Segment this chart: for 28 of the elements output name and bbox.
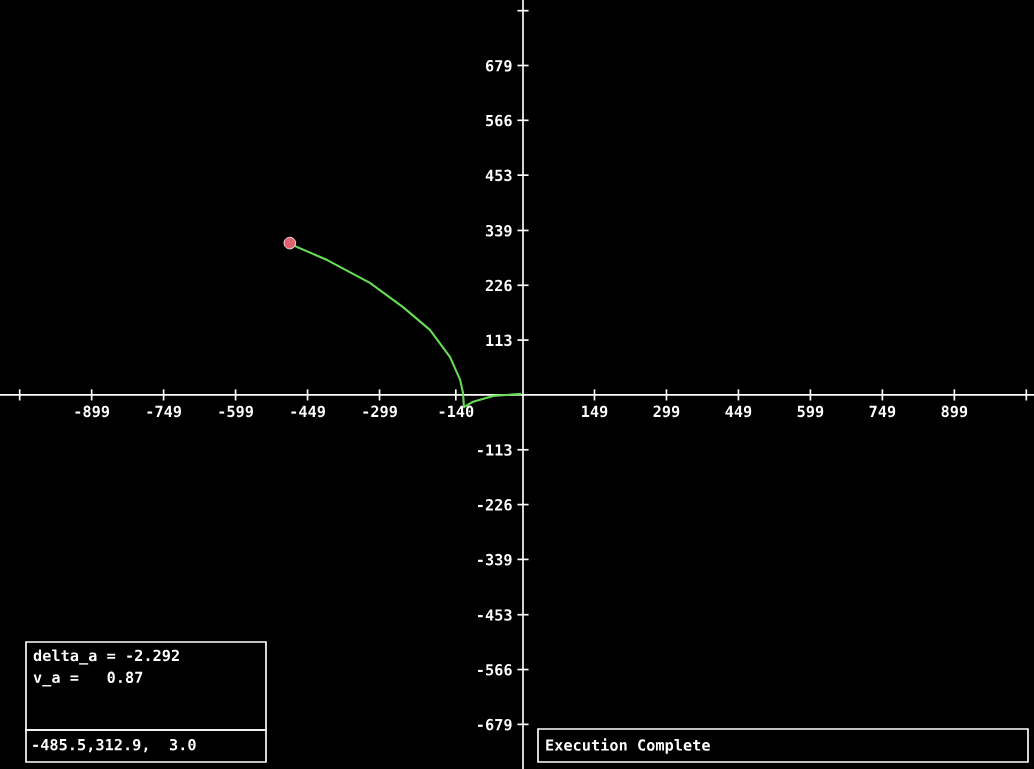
x-tick-label: 449 [725, 405, 752, 418]
y-tick-label: -339 [478, 553, 512, 566]
x-tick-label: 749 [869, 405, 896, 418]
x-tick-label: 899 [941, 405, 968, 418]
annotation: -485.5,312.9, 3.0 [33, 738, 196, 753]
y-tick-label: 226 [485, 279, 512, 292]
y-tick-label: -113 [478, 444, 512, 456]
y-tick-label: 679 [485, 59, 512, 72]
x-tick-label: 149 [582, 405, 608, 418]
x-tick-label: -749 [147, 405, 182, 418]
y-tick-label: 453 [485, 169, 512, 182]
x-tick-label: 599 [797, 405, 824, 418]
y-tick-label: 566 [486, 114, 512, 127]
x-tick-label: -449 [291, 405, 325, 418]
y-tick-label: -226 [478, 499, 512, 511]
y-tick-label: -453 [478, 609, 512, 621]
annotation: Execution Complete [546, 738, 710, 754]
y-tick-label: -566 [478, 664, 512, 676]
x-tick-label: -140 [439, 405, 474, 418]
y-tick-label: -679 [478, 718, 512, 731]
x-tick-label: -599 [219, 405, 254, 418]
y-tick-label: 113 [486, 334, 512, 347]
annotation: delta_a = -2.292 [33, 649, 179, 665]
x-tick-label: -899 [75, 405, 110, 418]
annotation: v_a = 0.87 [33, 671, 143, 687]
x-tick-label: -299 [363, 405, 397, 418]
x-tick-label: 299 [653, 405, 680, 418]
y-tick-label: 339 [485, 224, 512, 237]
